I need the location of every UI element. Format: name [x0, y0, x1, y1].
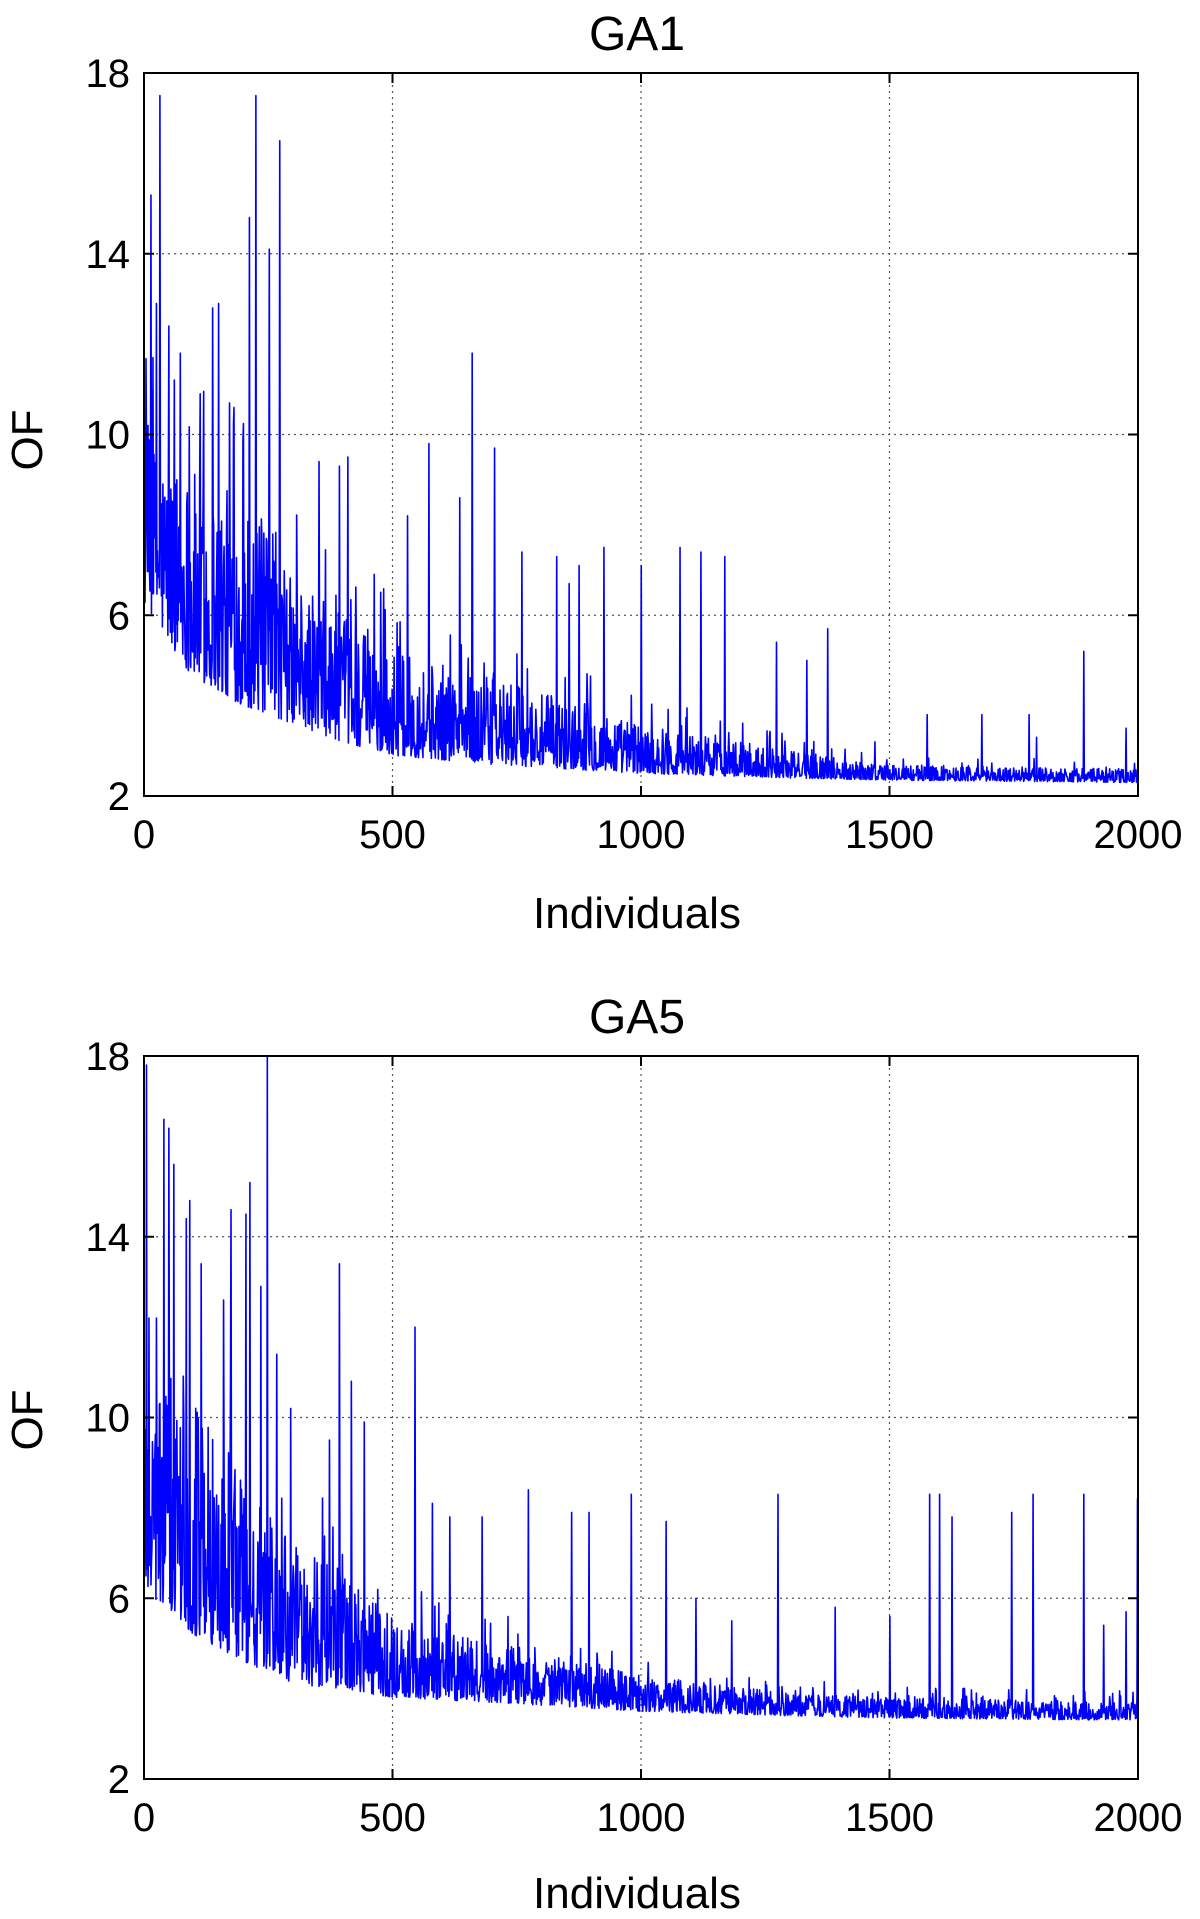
y-tick-label: 6	[108, 594, 130, 638]
chart-title: GA1	[589, 8, 685, 61]
y-tick-label: 14	[86, 233, 131, 277]
x-axis-label: Individuals	[533, 1869, 741, 1918]
series-line	[143, 94, 1139, 784]
y-tick-label: 2	[108, 1758, 130, 1802]
x-tick-label: 1000	[597, 813, 686, 857]
y-tick-label: 10	[86, 1397, 131, 1441]
x-tick-label: 1000	[597, 1796, 686, 1840]
x-tick-label: 1500	[845, 813, 934, 857]
y-tick-label: 2	[108, 775, 130, 819]
x-tick-label: 500	[359, 813, 426, 857]
y-tick-label: 18	[86, 1035, 131, 1079]
y-tick-label: 18	[86, 52, 131, 96]
y-axis-label: OF	[3, 1389, 52, 1450]
y-tick-label: 14	[86, 1216, 131, 1260]
x-tick-label: 0	[133, 1796, 155, 1840]
x-axis-label: Individuals	[533, 889, 741, 938]
y-axis-label: OF	[3, 409, 52, 470]
chart-title: GA5	[589, 991, 685, 1044]
x-tick-label: 2000	[1094, 813, 1183, 857]
chart-panel-ga5: GA5 OF Individuals 0 500 1000 1500 2000 2 6 10 1…	[3, 991, 1182, 1918]
x-tick-label: 2000	[1094, 1796, 1183, 1840]
y-tick-label: 10	[86, 414, 131, 458]
series-line	[143, 1055, 1139, 1721]
x-tick-label: 0	[133, 813, 155, 857]
x-tick-label: 1500	[845, 1796, 934, 1840]
chart-panel-ga1: GA1 OF Individuals 0 500 1000 1500 2000 2 6 10 1…	[3, 8, 1182, 938]
y-tick-label: 6	[108, 1577, 130, 1621]
x-tick-label: 500	[359, 1796, 426, 1840]
